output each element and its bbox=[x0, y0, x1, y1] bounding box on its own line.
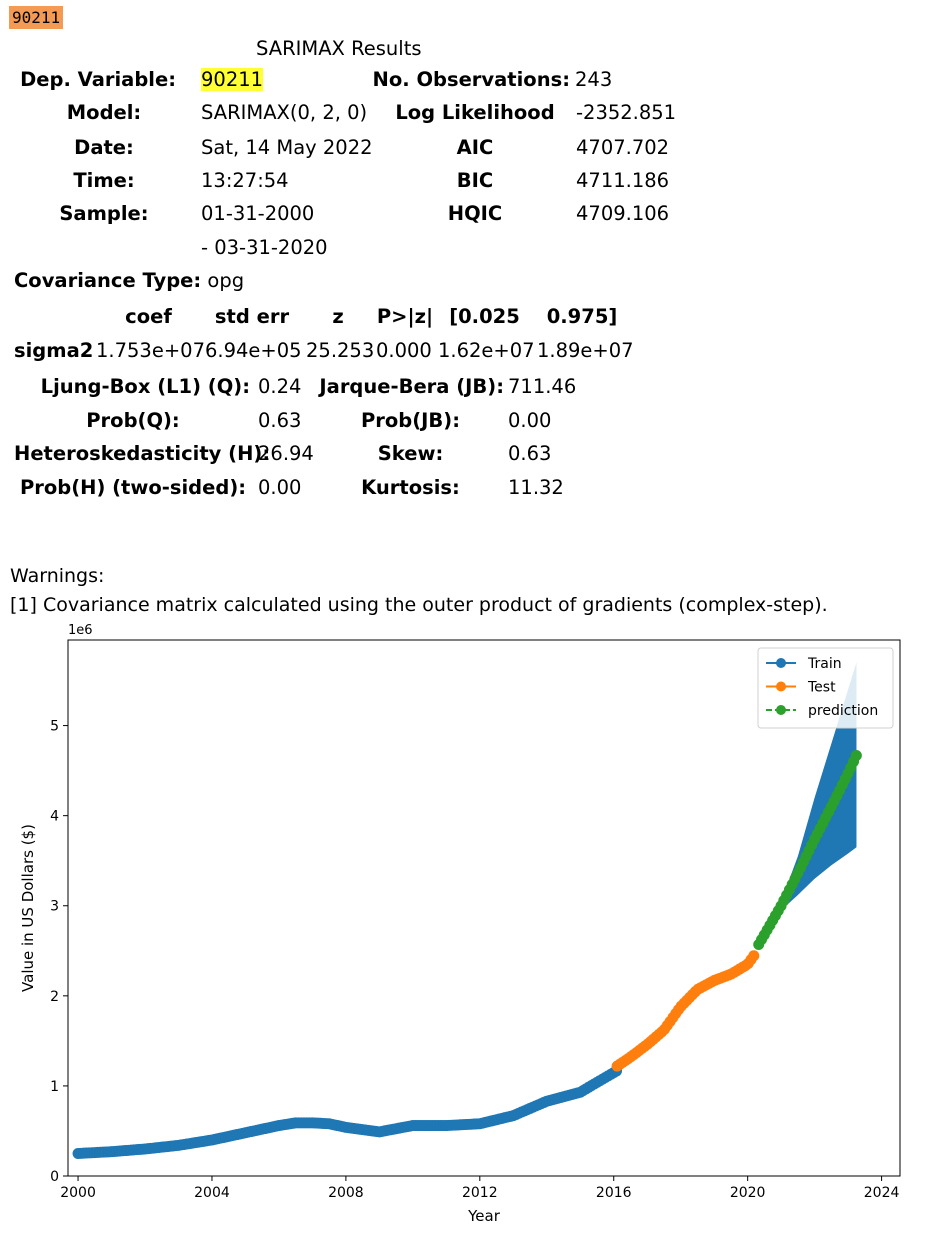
summary-title: SARIMAX Results bbox=[256, 37, 422, 60]
diag-label: Heteroskedasticity (H): bbox=[14, 442, 271, 465]
diag-value: 0.63 bbox=[508, 442, 552, 465]
diag-value: 26.94 bbox=[258, 442, 314, 465]
coef-header: [0.025 bbox=[449, 305, 520, 328]
summary-label: Time: bbox=[73, 169, 135, 192]
coef-value: 1.753e+07 bbox=[96, 339, 205, 362]
legend-label-test: Test bbox=[807, 680, 836, 696]
cell-output-label: 90211 bbox=[9, 6, 64, 29]
legend-marker-test bbox=[776, 681, 786, 692]
summary-value: 4711.186 bbox=[576, 169, 670, 192]
warnings-title: Warnings: bbox=[10, 565, 105, 587]
coef-header: P>|z| bbox=[376, 305, 434, 328]
summary-label: Sample: bbox=[59, 202, 149, 225]
summary-label: BIC bbox=[456, 169, 494, 192]
summary-label: AIC bbox=[456, 136, 494, 159]
legend-marker-train bbox=[776, 658, 786, 668]
y-axis-label: Value in US Dollars ($) bbox=[19, 824, 37, 992]
y-tick-label: 5 bbox=[50, 719, 59, 735]
coef-value: 1.89e+07 bbox=[537, 339, 634, 362]
coef-row-label: sigma2 bbox=[14, 339, 94, 362]
legend-box bbox=[757, 647, 894, 729]
covariance-type: Covariance Type: opg bbox=[14, 269, 244, 292]
warnings: Warnings: [1] Covariance matrix calculat… bbox=[10, 562, 828, 620]
summary-label: Log Likelihood bbox=[395, 101, 555, 124]
series-train bbox=[72, 1065, 623, 1159]
y-tick-label: 1 bbox=[50, 1079, 59, 1095]
diag-value: 0.63 bbox=[258, 409, 302, 432]
diag-label: Prob(Q): bbox=[86, 409, 180, 432]
coef-value: 6.94e+05 bbox=[205, 339, 302, 362]
summary-value: 13:27:54 bbox=[201, 169, 289, 192]
x-axis-label: Year bbox=[467, 1207, 501, 1225]
diag-value: 0.00 bbox=[508, 409, 552, 432]
summary-value: 4709.106 bbox=[576, 202, 670, 225]
series-layer bbox=[72, 750, 862, 1159]
covariance-value: opg bbox=[207, 269, 245, 292]
diag-value: 0.24 bbox=[258, 375, 302, 398]
y-tick-label: 3 bbox=[50, 899, 59, 915]
x-tick-label: 2024 bbox=[864, 1185, 900, 1201]
y-tick-label: 2 bbox=[50, 989, 59, 1005]
y-tick-label: 4 bbox=[50, 809, 59, 825]
legend-label-train: Train bbox=[807, 656, 842, 672]
legend-label-prediction: prediction bbox=[808, 703, 878, 719]
x-tick-label: 2020 bbox=[730, 1185, 766, 1201]
x-tick-label: 2000 bbox=[60, 1185, 96, 1201]
coef-header: z bbox=[332, 305, 344, 328]
summary-value: 01-31-2000 bbox=[201, 202, 315, 225]
diag-label: Kurtosis: bbox=[361, 476, 460, 499]
coef-value: 1.62e+07 bbox=[438, 339, 535, 362]
diag-value: 711.46 bbox=[508, 375, 577, 398]
series-prediction bbox=[753, 750, 862, 950]
summary-label: Dep. Variable: bbox=[20, 68, 176, 91]
diag-label: Jarque-Bera (JB): bbox=[319, 375, 504, 398]
summary-value: 90211 bbox=[201, 68, 264, 91]
summary-value: SARIMAX(0, 2, 0) bbox=[201, 101, 368, 124]
legend: Train Test prediction bbox=[757, 647, 894, 729]
diag-label: Prob(JB): bbox=[360, 409, 460, 432]
summary-label: Date: bbox=[74, 136, 134, 159]
point-prediction bbox=[850, 750, 862, 762]
summary-value: - 03-31-2020 bbox=[201, 236, 328, 259]
summary-value: -2352.851 bbox=[576, 101, 677, 124]
y-offset-label: 1e6 bbox=[68, 623, 93, 638]
x-tick-label: 2008 bbox=[328, 1185, 364, 1201]
summary-value: 243 bbox=[575, 68, 613, 91]
coef-header: coef bbox=[125, 305, 172, 328]
point-test bbox=[748, 950, 760, 962]
coef-value: 25.253 bbox=[306, 339, 375, 362]
forecast-chart: 2000 2004 2008 2012 2016 2020 2024 0 1 2 3 4 5 1e6 Y… bbox=[19, 623, 901, 1225]
diag-label: Ljung-Box (L1) (Q): bbox=[40, 375, 250, 398]
x-tick-label: 2004 bbox=[194, 1185, 230, 1201]
diag-label: Prob(H) (two-sided): bbox=[19, 476, 247, 499]
summary-value: 4707.702 bbox=[576, 136, 670, 159]
diag-value: 0.00 bbox=[258, 476, 302, 499]
summary-value: Sat, 14 May 2022 bbox=[201, 136, 373, 159]
x-tick-label: 2016 bbox=[596, 1185, 632, 1201]
plot-frame bbox=[67, 639, 901, 1177]
y-tick-label: 0 bbox=[50, 1169, 59, 1185]
coef-header: std err bbox=[214, 305, 290, 328]
series-test bbox=[611, 950, 760, 1072]
covariance-label: Covariance Type: bbox=[14, 269, 202, 292]
dep-variable-highlight: 90211 bbox=[201, 68, 264, 91]
series-line-train bbox=[77, 1069, 618, 1155]
ticks-layer: 2000 2004 2008 2012 2016 2020 2024 0 1 2 3 4 5 bbox=[50, 719, 899, 1201]
diag-label: Skew: bbox=[377, 442, 444, 465]
summary-label: Model: bbox=[66, 101, 142, 124]
warning-item: [1] Covariance matrix calculated using t… bbox=[10, 594, 828, 616]
summary-label: No. Observations: bbox=[372, 68, 570, 91]
summary-label: HQIC bbox=[447, 202, 503, 225]
coef-header: 0.975] bbox=[546, 305, 618, 328]
legend-marker-prediction bbox=[776, 705, 786, 715]
diag-value: 11.32 bbox=[508, 476, 564, 499]
x-tick-label: 2012 bbox=[462, 1185, 498, 1201]
coef-value: 0.000 bbox=[376, 339, 432, 362]
